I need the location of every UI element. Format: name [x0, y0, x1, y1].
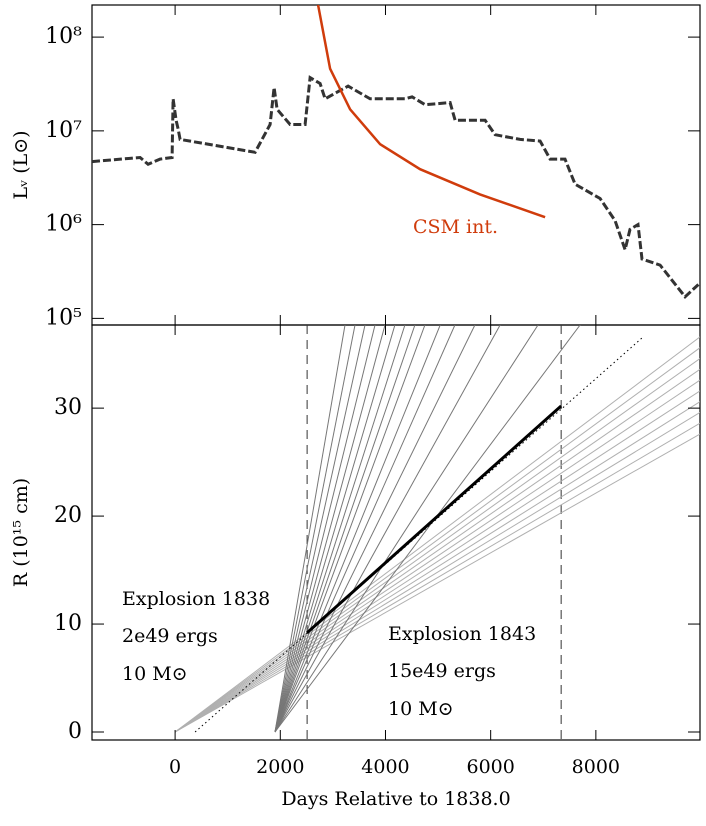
model-line [274, 325, 376, 733]
model-line [174, 358, 700, 733]
model-line [274, 325, 441, 733]
model-line [274, 325, 476, 733]
model-line [194, 336, 644, 733]
model-line [274, 325, 581, 733]
model-line [174, 411, 700, 733]
y-tick-label: 0 [68, 719, 82, 744]
y-tick-label: 30 [54, 395, 82, 420]
model-line [174, 347, 700, 733]
model-line [174, 390, 700, 733]
annotation: Explosion 1838 [122, 588, 270, 610]
bottom-frame [91, 324, 701, 741]
y-tick-label: 10⁶ [45, 212, 82, 237]
model-line [274, 325, 539, 733]
model-line [174, 401, 700, 733]
model-line [174, 379, 700, 733]
plot-area [174, 325, 700, 740]
y-tick-label: 10⁵ [45, 305, 82, 330]
y-tick-label: 10⁸ [45, 24, 82, 49]
x-tick-label: 0 [169, 756, 181, 778]
model-line [274, 325, 346, 733]
model-line [174, 368, 700, 733]
model-line [274, 325, 396, 733]
model-line [274, 325, 416, 733]
plot-area [92, 5, 700, 300]
model-line [274, 325, 406, 733]
model-line [274, 325, 366, 733]
annotation: 15e49 ergs [388, 660, 496, 682]
model-line [274, 325, 426, 733]
x-axis-title: Days Relative to 1838.0 [281, 788, 510, 810]
series-label: CSM int. [413, 216, 498, 238]
light-curve [316, 5, 546, 219]
x-tick-label: 8000 [572, 756, 620, 778]
annotation: Explosion 1843 [388, 623, 536, 645]
y-axis-title: Lᵥ (L⊙) [10, 130, 32, 199]
light-curve [92, 75, 700, 300]
y-tick-label: 20 [54, 503, 82, 528]
annotation: 2e49 ergs [122, 625, 218, 647]
y-tick-label: 10⁷ [45, 118, 82, 143]
annotation: 10 M⊙ [122, 663, 188, 685]
model-line [174, 422, 700, 733]
model-line [306, 404, 563, 634]
x-tick-label: 4000 [361, 756, 409, 778]
model-line [174, 433, 700, 733]
annotation: 10 M⊙ [388, 698, 454, 720]
x-tick-label: 6000 [466, 756, 514, 778]
model-line [174, 336, 700, 733]
top-frame [91, 4, 701, 326]
y-axis-title: R (10¹⁵ cm) [10, 478, 32, 587]
model-line [274, 325, 386, 733]
model-line [274, 325, 456, 733]
y-tick-label: 10 [54, 611, 82, 636]
model-line [274, 325, 501, 733]
model-line [274, 325, 356, 733]
x-tick-label: 2000 [256, 756, 304, 778]
